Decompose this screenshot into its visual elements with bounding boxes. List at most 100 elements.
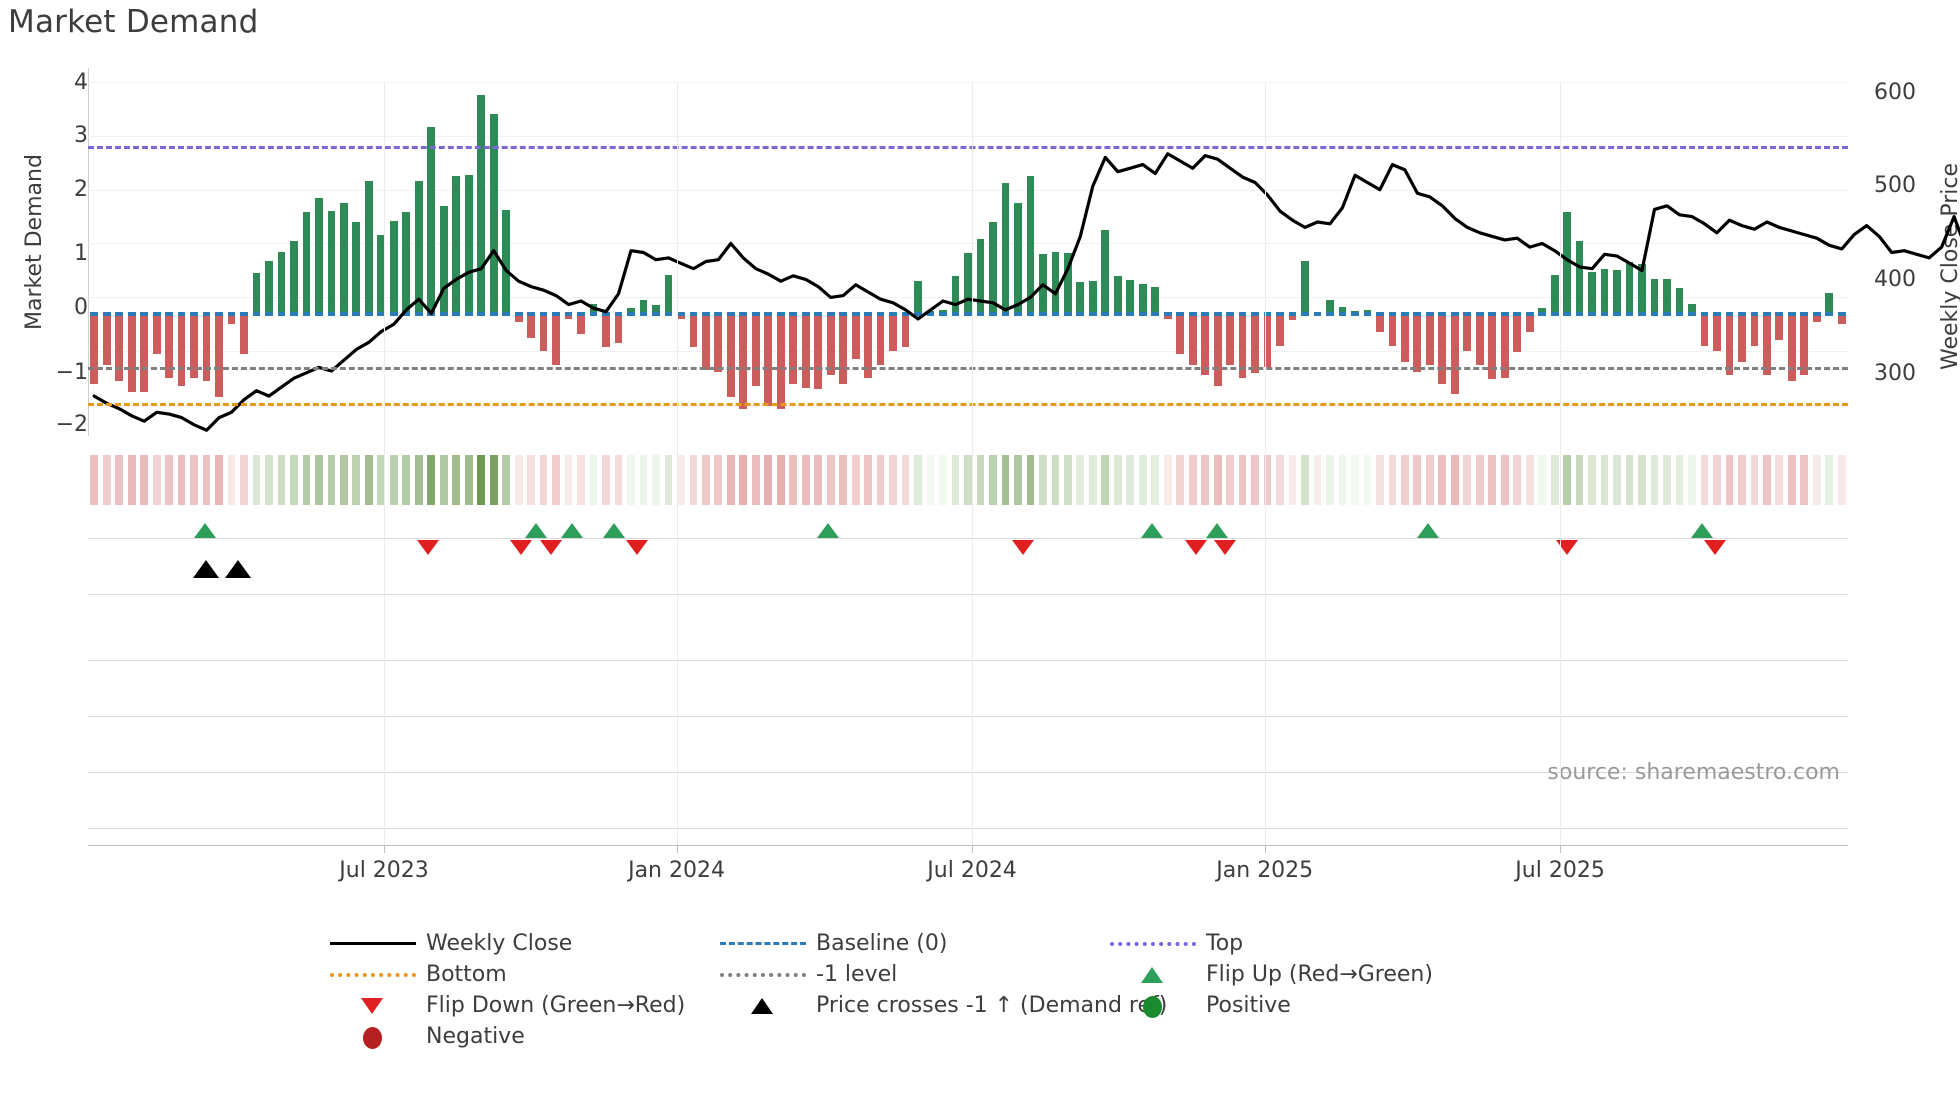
flip-up-marker[interactable] <box>1690 523 1713 538</box>
flip-down-marker[interactable] <box>1213 540 1236 555</box>
legend-label: -1 level <box>816 961 898 987</box>
demand-bar <box>602 313 610 347</box>
flip-up-marker[interactable] <box>603 523 626 538</box>
heatmap-cell <box>926 455 935 505</box>
demand-bar <box>1425 313 1434 365</box>
flip-up-marker[interactable] <box>816 523 839 538</box>
flip-up-marker[interactable] <box>1417 523 1440 538</box>
main-plot-area <box>88 82 1960 432</box>
lower-rule-3 <box>88 772 1848 773</box>
legend-item-price-cross[interactable]: Price crosses -1 ↑ (Demand ref) <box>720 990 1167 1020</box>
heatmap-cell <box>539 455 548 505</box>
heatmap-cell <box>1326 455 1334 505</box>
demand-bar <box>1688 303 1696 314</box>
baseline-tick <box>352 311 361 316</box>
baseline-tick <box>1376 311 1384 316</box>
flip-up-marker[interactable] <box>1141 523 1164 538</box>
flip-up-marker[interactable] <box>1206 523 1229 538</box>
demand-bar <box>439 205 448 314</box>
flip-down-marker[interactable] <box>1012 540 1035 555</box>
legend-item-baseline[interactable]: Baseline (0) <box>720 928 947 958</box>
baseline-tick <box>464 311 473 316</box>
baseline-tick <box>1500 311 1509 316</box>
demand-bar <box>1713 313 1721 352</box>
legend-item-positive[interactable]: Positive <box>1110 990 1291 1020</box>
legend-item-top[interactable]: Top <box>1110 928 1243 958</box>
heatmap-cell <box>1812 455 1821 505</box>
baseline-tick <box>1563 311 1571 316</box>
baseline-tick <box>1525 311 1534 316</box>
demand-bar <box>277 251 286 314</box>
demand-bar <box>814 313 823 389</box>
baseline-tick <box>964 311 972 316</box>
heatmap-cell <box>577 455 585 505</box>
heatmap-cell <box>1113 455 1122 505</box>
heatmap-cell <box>127 455 136 505</box>
heatmap-cell <box>277 455 286 505</box>
demand-bar <box>352 222 361 314</box>
legend-item-flip-down[interactable]: Flip Down (Green→Red) <box>330 990 685 1020</box>
heatmap-cell <box>389 455 398 505</box>
demand-bar <box>1538 308 1547 314</box>
legend-item-weekly-close[interactable]: Weekly Close <box>330 928 572 958</box>
demand-bar <box>989 222 997 314</box>
legend-item-bottom[interactable]: Bottom <box>330 959 507 989</box>
flip-down-marker[interactable] <box>626 540 649 555</box>
x-tick-mark <box>676 845 678 853</box>
flip-up-marker[interactable] <box>525 523 548 538</box>
baseline-tick <box>1126 311 1135 316</box>
demand-bar <box>389 220 398 314</box>
baseline-tick <box>814 311 823 316</box>
heatmap-cell <box>340 455 348 505</box>
price-cross-marker[interactable] <box>192 560 219 578</box>
baseline-tick <box>127 311 136 316</box>
heatmap-cell <box>1163 455 1172 505</box>
demand-bar <box>539 313 548 352</box>
heatmap-cell <box>252 455 261 505</box>
flip-up-marker[interactable] <box>561 523 584 538</box>
heatmap-cell <box>689 455 698 505</box>
demand-bar <box>1725 313 1734 376</box>
demand-bar <box>826 313 835 376</box>
demand-bar <box>1301 260 1309 314</box>
demand-bar <box>165 313 173 379</box>
heatmap-cell <box>364 455 373 505</box>
demand-bar <box>414 180 423 314</box>
baseline-tick <box>1613 311 1621 316</box>
demand-bar <box>1276 313 1284 346</box>
legend-item-negative[interactable]: Negative <box>330 1021 525 1051</box>
flip-up-marker[interactable] <box>193 523 216 538</box>
legend-label: Top <box>1206 930 1244 956</box>
demand-bar <box>577 313 585 334</box>
legend-label: Weekly Close <box>426 930 573 956</box>
price-cross-marker[interactable] <box>224 560 251 578</box>
demand-bar <box>227 313 236 325</box>
heatmap-cell <box>939 455 947 505</box>
demand-bar <box>714 313 723 372</box>
baseline-tick <box>839 311 848 316</box>
flip-down-marker[interactable] <box>1185 540 1208 555</box>
heatmap-cell <box>602 455 610 505</box>
heatmap-cell <box>1463 455 1472 505</box>
flip-down-marker[interactable] <box>417 540 440 555</box>
baseline-tick <box>377 311 386 316</box>
legend-item-flip-up[interactable]: Flip Up (Red→Green) <box>1110 959 1433 989</box>
heatmap-cell <box>1413 455 1422 505</box>
flip-down-marker[interactable] <box>1555 540 1578 555</box>
demand-bar <box>901 313 910 347</box>
demand-bar <box>764 313 773 407</box>
flip-down-marker[interactable] <box>539 540 562 555</box>
demand-bar <box>1138 283 1147 314</box>
y-tick-left-4: 0 <box>74 295 88 320</box>
baseline-tick <box>614 311 623 316</box>
flip-down-marker[interactable] <box>1703 540 1726 555</box>
demand-bar <box>327 211 336 314</box>
legend-item-minus-one[interactable]: -1 level <box>720 959 897 989</box>
flip-down-marker[interactable] <box>509 540 532 555</box>
heatmap-cell <box>227 455 236 505</box>
baseline-tick <box>402 311 411 316</box>
baseline-tick <box>951 311 960 316</box>
baseline-tick <box>1363 311 1372 316</box>
bottom-reference-line <box>88 402 1848 406</box>
heatmap-cell <box>876 455 885 505</box>
